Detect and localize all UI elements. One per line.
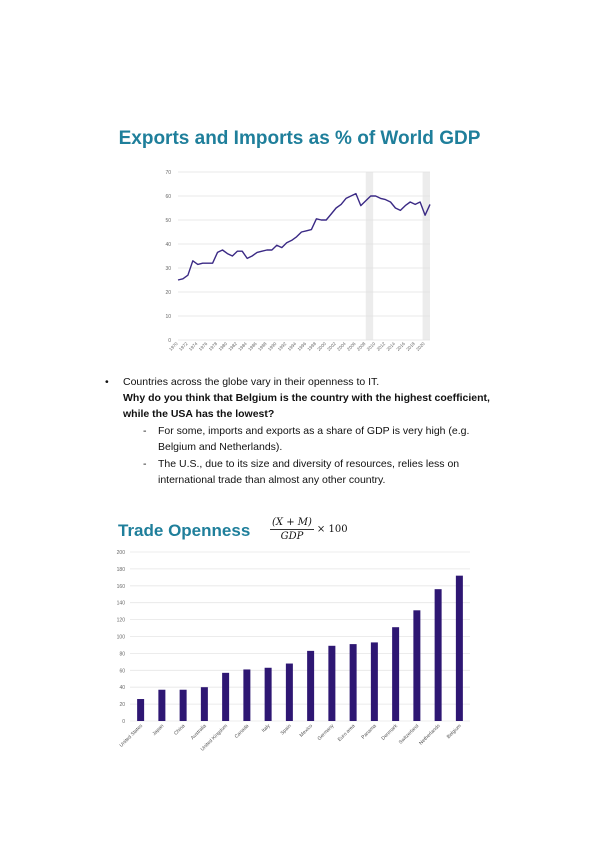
x-tick-label: 1972	[178, 341, 189, 352]
bar	[307, 650, 315, 721]
y-tick-label: 20	[165, 290, 171, 296]
x-tick-label: Spain	[279, 723, 292, 736]
bar	[243, 669, 251, 721]
x-tick-label: Australia	[190, 723, 208, 741]
x-tick-label: Euro area	[337, 723, 357, 743]
sub-bullet-text: The U.S., due to its size and diversity …	[158, 458, 460, 486]
bullet-dot: •	[105, 376, 109, 388]
question-text: Why do you think that Belgium is the cou…	[123, 392, 490, 420]
x-tick-label: 2014	[386, 341, 397, 352]
y-tick-label: 200	[117, 550, 126, 556]
x-tick-label: Panama	[360, 723, 378, 741]
formula-numerator: (X + M)	[270, 517, 314, 530]
bullet-item: • Countries across the globe vary in the…	[105, 374, 505, 422]
x-tick-label: 1982	[227, 341, 238, 352]
x-tick-label: 1992	[277, 341, 288, 352]
x-tick-label: 2000	[316, 341, 327, 352]
bar	[413, 610, 421, 721]
x-tick-label: 2006	[346, 341, 357, 352]
bar	[285, 663, 293, 721]
y-tick-label: 50	[165, 218, 171, 224]
y-tick-label: 140	[117, 601, 126, 607]
x-tick-label: 2010	[366, 341, 377, 352]
bar	[179, 689, 187, 721]
formula-multiplier: × 100	[316, 524, 348, 535]
y-tick-label: 120	[117, 618, 126, 624]
y-tick-label: 100	[117, 635, 126, 641]
bar	[434, 589, 442, 721]
y-tick-label: 40	[119, 685, 125, 691]
y-tick-label: 180	[117, 567, 126, 573]
trade-openness-formula: (X + M) GDP × 100	[270, 516, 348, 543]
series-line	[177, 192, 431, 281]
bar	[137, 699, 145, 721]
x-tick-label: 1994	[287, 341, 298, 352]
y-tick-label: 0	[122, 719, 125, 725]
bullet-text: Countries across the globe vary in their…	[123, 376, 380, 388]
x-tick-label: 1996	[297, 341, 308, 352]
bar	[349, 644, 357, 721]
y-tick-label: 70	[165, 170, 171, 176]
formula-denominator: GDP	[280, 531, 304, 542]
x-tick-label: 2004	[336, 341, 347, 352]
x-tick-label: Belgium	[446, 723, 463, 740]
bar	[158, 689, 166, 721]
bar	[370, 642, 378, 721]
y-tick-label: 60	[165, 194, 171, 200]
bullet-list: • Countries across the globe vary in the…	[105, 374, 505, 488]
y-tick-label: 40	[165, 242, 171, 248]
x-tick-label: 1990	[267, 341, 278, 352]
x-tick-label: 2018	[405, 341, 416, 352]
x-tick-label: China	[173, 723, 187, 737]
x-tick-label: 1976	[198, 341, 209, 352]
bar	[328, 645, 336, 721]
y-tick-label: 30	[165, 266, 171, 272]
x-tick-label: 1978	[208, 341, 219, 352]
bar	[392, 627, 400, 721]
y-tick-label: 160	[117, 584, 126, 590]
formula-fraction: (X + M) GDP	[270, 516, 314, 543]
x-tick-label: Italy	[261, 723, 272, 734]
x-tick-label: Netherlands	[418, 723, 442, 747]
dash-marker: -	[143, 425, 147, 437]
chart1-title: Exports and Imports as % of World GDP	[118, 128, 481, 149]
x-tick-label: Germany	[317, 723, 336, 742]
x-tick-label: 2002	[326, 341, 337, 352]
x-tick-label: 1988	[257, 341, 268, 352]
recession-band	[422, 172, 430, 340]
bar	[222, 672, 230, 721]
x-tick-label: 1984	[237, 341, 248, 352]
y-tick-label: 80	[119, 651, 125, 657]
x-tick-label: 2012	[376, 341, 387, 352]
x-tick-label: United States	[119, 723, 145, 749]
y-tick-label: 60	[119, 668, 125, 674]
x-tick-label: 2020	[415, 341, 426, 352]
y-tick-label: 20	[119, 702, 125, 708]
x-tick-label: 1980	[218, 341, 229, 352]
x-tick-label: 1998	[306, 341, 317, 352]
bar	[264, 667, 272, 721]
dash-marker: -	[143, 458, 147, 470]
y-tick-label: 10	[165, 314, 171, 320]
y-tick-label: 0	[168, 338, 171, 344]
sub-bullet-item: - For some, imports and exports as a sha…	[105, 423, 505, 455]
x-tick-label: 1970	[168, 341, 179, 352]
chart2-title: Trade Openness	[118, 521, 251, 540]
x-tick-label: Mexico	[299, 723, 315, 739]
recession-band	[365, 172, 374, 340]
x-tick-label: 2016	[395, 341, 406, 352]
sub-bullet-item: - The U.S., due to its size and diversit…	[105, 456, 505, 488]
x-tick-label: 1986	[247, 341, 258, 352]
bar	[200, 687, 208, 721]
trade-openness-bar-chart: 0 20 40 60 80 100 120 140 160 180 200 United States…	[117, 550, 470, 753]
x-tick-label: 2008	[356, 341, 367, 352]
sub-bullet-text: For some, imports and exports as a share…	[158, 425, 470, 453]
x-tick-label: Japan	[151, 723, 165, 737]
x-tick-label: Canada	[234, 723, 251, 740]
bar	[455, 575, 463, 721]
x-tick-label: 1974	[188, 341, 199, 352]
x-tick-label: Denmark	[380, 723, 399, 742]
